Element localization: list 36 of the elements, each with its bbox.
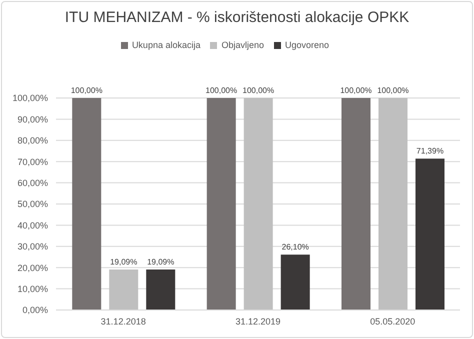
legend-label: Ugovoreno	[285, 40, 330, 50]
bar	[280, 254, 310, 310]
data-label: 100,00%	[242, 86, 274, 95]
data-label: 71,39%	[416, 146, 444, 156]
bar	[109, 270, 138, 310]
bar	[206, 98, 236, 310]
data-label: 100,00%	[206, 86, 238, 95]
data-label: 100,00%	[377, 86, 409, 95]
y-tick-label: 100,00%	[12, 93, 48, 104]
y-tick-label: 90,00%	[17, 114, 48, 124]
y-tick-label: 30,00%	[17, 242, 48, 252]
y-tick-label: 60,00%	[17, 178, 48, 188]
y-tick-label: 10,00%	[17, 284, 48, 294]
bar	[146, 270, 176, 310]
legend-label: Ukupna alokacija	[132, 40, 200, 50]
data-label: 100,00%	[340, 86, 372, 95]
y-tick-label: 40,00%	[17, 220, 48, 230]
bar	[341, 98, 370, 310]
bar	[378, 98, 408, 310]
bar	[244, 98, 273, 310]
y-tick-label: 70,00%	[17, 156, 48, 167]
chart-title: ITU MEHANIZAM - % iskorištenosti alokacije OPKK	[64, 9, 410, 26]
data-label: 19,09%	[147, 258, 174, 267]
y-tick-label: 20,00%	[17, 262, 48, 273]
y-tick-label: 0,00%	[22, 305, 48, 316]
bar	[415, 158, 444, 310]
x-tick-label: 05.05.2020	[370, 316, 416, 326]
x-tick-label: 31.12.2018	[100, 316, 146, 326]
bar	[72, 98, 102, 310]
data-label: 26,10%	[282, 242, 309, 252]
legend-label: Objavljeno	[221, 40, 264, 50]
y-tick-label: 80,00%	[17, 136, 48, 146]
data-label: 19,09%	[110, 258, 138, 267]
data-label: 100,00%	[70, 86, 102, 95]
y-tick-label: 50,00%	[17, 199, 48, 210]
x-tick-label: 31.12.2019	[235, 316, 281, 326]
